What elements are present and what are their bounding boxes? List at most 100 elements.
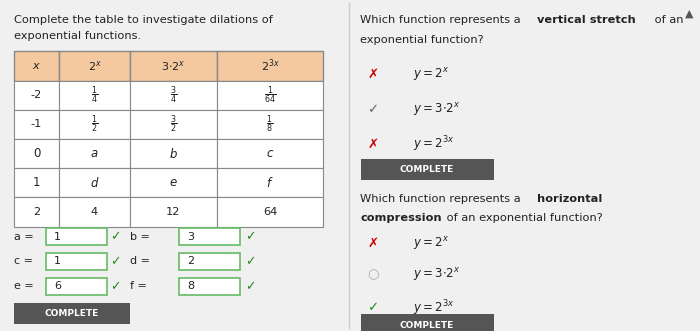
Text: $y = 2^x$: $y = 2^x$ [413,235,449,252]
Text: 1: 1 [33,176,41,189]
Text: -2: -2 [31,90,42,100]
Bar [59,110,130,139]
Bar [217,198,323,227]
Bar [217,51,323,80]
Text: vertical stretch: vertical stretch [538,15,636,25]
Text: 3: 3 [188,232,195,242]
Text: 12: 12 [166,207,181,217]
Bar [14,139,59,168]
Text: ✗: ✗ [368,237,379,250]
Text: $e$: $e$ [169,176,178,189]
Text: of an exponential function?: of an exponential function? [442,213,603,223]
Text: 6: 6 [55,281,62,291]
Text: 0: 0 [33,147,40,160]
Text: ✗: ✗ [368,137,379,151]
Text: $\frac{3}{4}$: $\frac{3}{4}$ [170,84,177,106]
Text: 8: 8 [188,281,195,291]
Bar [130,168,217,198]
Bar [14,51,59,80]
Bar [178,253,239,270]
Text: $2^x$: $2^x$ [88,59,102,73]
Bar [14,110,59,139]
Text: ▲: ▲ [685,8,694,18]
Text: e =: e = [14,281,34,291]
Bar [178,228,239,245]
Bar [46,278,106,295]
Bar [217,80,323,110]
Text: $\frac{1}{64}$: $\frac{1}{64}$ [264,84,276,106]
Bar [59,51,130,80]
Text: $\frac{1}{2}$: $\frac{1}{2}$ [91,114,98,135]
Text: COMPLETE: COMPLETE [400,321,454,330]
Text: $y = 2^{3x}$: $y = 2^{3x}$ [413,134,454,154]
Bar [14,168,59,198]
Bar [59,80,130,110]
Text: ✓: ✓ [111,255,120,268]
Text: ✓: ✓ [368,103,379,116]
Text: $y = 3{\cdot}2^x$: $y = 3{\cdot}2^x$ [413,101,461,118]
Text: compression: compression [360,213,442,223]
Text: exponential functions.: exponential functions. [14,31,141,41]
Text: b =: b = [130,232,149,242]
Text: ✗: ✗ [368,68,379,81]
Text: Which function represents a: Which function represents a [360,194,525,204]
Bar [14,80,59,110]
Bar [360,159,494,180]
Text: ✓: ✓ [111,230,120,243]
Text: $f$: $f$ [266,176,274,190]
Text: $y = 2^x$: $y = 2^x$ [413,66,449,83]
Bar [46,228,106,245]
Text: Complete the table to investigate dilations of: Complete the table to investigate dilati… [14,15,273,25]
Text: horizontal: horizontal [538,194,603,204]
Text: $d$: $d$ [90,176,99,190]
Text: exponential function?: exponential function? [360,35,484,45]
Text: $\frac{1}{4}$: $\frac{1}{4}$ [91,84,98,106]
Text: 2: 2 [33,207,40,217]
Text: Which function represents a: Which function represents a [360,15,525,25]
Text: $y = 2^{3x}$: $y = 2^{3x}$ [413,298,454,318]
Text: $c$: $c$ [266,147,274,160]
Text: f =: f = [130,281,146,291]
Text: $\frac{3}{2}$: $\frac{3}{2}$ [170,114,177,135]
Text: $3{\cdot}2^x$: $3{\cdot}2^x$ [161,59,186,73]
Text: 1: 1 [55,257,62,266]
Text: ✓: ✓ [245,280,255,293]
Bar [14,303,130,324]
Bar [178,278,239,295]
Text: ✓: ✓ [368,301,379,314]
Text: 2: 2 [188,257,195,266]
Text: $a$: $a$ [90,147,99,160]
Text: 1: 1 [55,232,62,242]
Bar [217,168,323,198]
Bar [59,198,130,227]
Text: ○: ○ [368,268,379,281]
Bar [130,198,217,227]
Text: COMPLETE: COMPLETE [45,309,99,318]
Text: $x$: $x$ [32,61,41,71]
Text: ✓: ✓ [245,230,255,243]
Bar [217,110,323,139]
Text: ✓: ✓ [111,280,120,293]
Bar [14,198,59,227]
Text: 4: 4 [91,207,98,217]
Text: $b$: $b$ [169,147,178,161]
Text: a =: a = [14,232,34,242]
Bar [130,51,217,80]
Text: $y = 3{\cdot}2^x$: $y = 3{\cdot}2^x$ [413,266,461,283]
Text: $\frac{1}{8}$: $\frac{1}{8}$ [267,114,274,135]
Bar [59,139,130,168]
Text: c =: c = [14,257,33,266]
Bar [130,110,217,139]
Text: of an: of an [651,15,683,25]
Text: COMPLETE: COMPLETE [400,165,454,174]
Bar [217,139,323,168]
Bar [130,139,217,168]
Text: d =: d = [130,257,150,266]
Text: $2^{3x}$: $2^{3x}$ [260,58,279,74]
Bar [130,80,217,110]
Bar [360,314,494,331]
Text: -1: -1 [31,119,42,129]
Text: ✓: ✓ [245,255,255,268]
Bar [46,253,106,270]
Text: 64: 64 [263,207,277,217]
